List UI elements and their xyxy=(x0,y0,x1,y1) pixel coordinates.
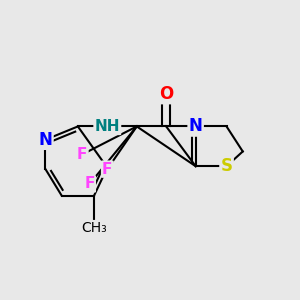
Text: O: O xyxy=(159,85,173,103)
Text: CH₃: CH₃ xyxy=(81,221,107,235)
Text: N: N xyxy=(189,117,202,135)
Text: F: F xyxy=(102,162,112,177)
Text: NH: NH xyxy=(94,119,120,134)
Text: S: S xyxy=(220,157,232,175)
Text: N: N xyxy=(38,131,52,149)
Text: F: F xyxy=(85,176,95,191)
Text: F: F xyxy=(77,147,88,162)
